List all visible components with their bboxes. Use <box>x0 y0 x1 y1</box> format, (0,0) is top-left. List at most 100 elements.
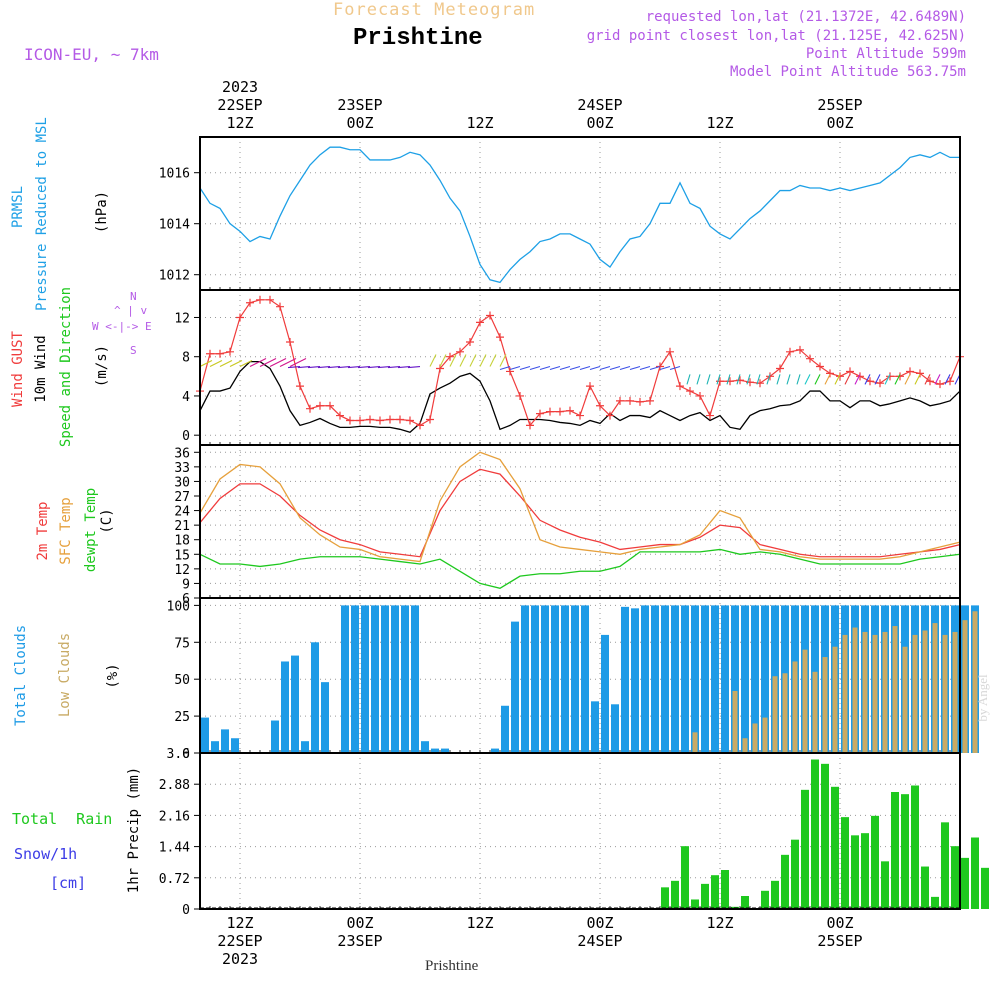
wind-arrow <box>239 360 253 368</box>
wind-arrow <box>469 354 477 367</box>
top-time-label: 00Z <box>586 114 613 132</box>
precip-bar <box>801 789 809 909</box>
wind-arrow <box>686 374 691 385</box>
snow-unit-label: [cm] <box>50 874 87 892</box>
gust-marker <box>916 369 924 378</box>
clouds-unit-label: (%) <box>105 663 121 689</box>
compass-s-label: S <box>130 344 137 357</box>
precip-bar <box>961 857 969 909</box>
total-cloud-bar <box>421 741 429 753</box>
footer-location: Prishtine <box>425 958 479 974</box>
wind-arrow <box>814 374 821 385</box>
wind-arrow <box>229 360 243 368</box>
total-cloud-bar <box>731 605 739 753</box>
wind-arrow <box>499 365 511 371</box>
low-cloud-bar <box>782 673 788 753</box>
y-tick-label: 21 <box>174 519 190 534</box>
precip-bar <box>931 896 939 909</box>
low-cloud-bar <box>882 631 888 753</box>
precip-bar <box>831 786 839 909</box>
low-cloud-bar <box>732 691 738 753</box>
total-cloud-bar <box>741 605 749 753</box>
gust-marker <box>926 377 934 386</box>
total-cloud-bar <box>321 682 329 753</box>
y-tick-label: 100 <box>167 599 190 614</box>
gust-marker <box>786 347 794 356</box>
wind-arrow <box>844 374 851 385</box>
precip-bar <box>941 822 949 909</box>
low-clouds-label: Low Clouds <box>57 632 73 718</box>
precip-bar <box>811 759 819 909</box>
total-cloud-bar <box>701 605 709 753</box>
bottom-time-label: 00Z <box>346 914 373 932</box>
y-tick-label: 8 <box>182 351 190 366</box>
gust-marker <box>696 391 704 400</box>
requested-coords: requested lon,lat (21.1372E, 42.6489N) <box>645 9 966 25</box>
y-tick-label: 9 <box>182 577 190 592</box>
precip-bar <box>901 794 909 909</box>
compass-we-label: W <-|-> E <box>92 320 152 333</box>
y-tick-label: 33 <box>174 461 190 476</box>
low-cloud-bar <box>792 661 798 753</box>
bottom-time-label: 12Z <box>466 914 493 932</box>
wind-arrow <box>669 365 681 371</box>
gust-marker <box>376 416 384 425</box>
total-cloud-bar <box>671 605 679 753</box>
gust-marker <box>406 416 414 425</box>
wind-speed-dir-label: Speed and Direction <box>58 286 74 448</box>
wind-arrow <box>549 365 561 371</box>
wind-arrow <box>924 374 931 385</box>
top-time-label: 00Z <box>826 114 853 132</box>
precip-bar <box>841 817 849 909</box>
wind-arrow <box>874 374 881 385</box>
wind-arrow <box>327 365 341 369</box>
precip-bar <box>871 815 879 909</box>
total-cloud-bar <box>341 605 349 753</box>
total-cloud-bar <box>531 605 539 753</box>
low-cloud-bar <box>832 646 838 753</box>
wind-arrow <box>589 365 601 371</box>
precip-bar <box>701 883 709 909</box>
wind-arrow <box>569 365 581 371</box>
y-tick-label: 15 <box>174 548 190 563</box>
gust-marker <box>616 396 624 405</box>
gust-marker <box>906 367 914 376</box>
wind-arrow <box>659 365 671 371</box>
wind-arrow <box>609 365 621 371</box>
gust-marker <box>446 352 454 361</box>
gust-marker <box>896 372 904 381</box>
wind-arrow <box>249 358 267 368</box>
wind-arrow <box>756 374 761 385</box>
wind-arrow <box>619 365 631 371</box>
gust-marker <box>216 349 224 358</box>
precip-bar <box>911 785 919 909</box>
wind-arrow <box>269 358 287 368</box>
wind-arrow <box>199 360 213 368</box>
gust-marker <box>396 415 404 424</box>
wind-arrow <box>397 365 411 369</box>
bottom-time-label: 2023 <box>222 950 258 968</box>
top-time-label: 24SEP <box>577 96 622 114</box>
y-tick-label: 2.16 <box>159 809 190 824</box>
total-cloud-bar <box>591 701 599 753</box>
gust-marker <box>576 411 584 420</box>
gust-marker <box>796 345 804 354</box>
gust-marker <box>806 354 814 363</box>
wind-arrow <box>726 374 731 385</box>
low-cloud-bar <box>912 634 918 753</box>
precip-bar <box>891 792 899 909</box>
precip-bar <box>771 880 779 909</box>
y-tick-label: 0.72 <box>159 872 190 887</box>
total-cloud-bar <box>681 605 689 753</box>
wind-arrow <box>307 365 321 369</box>
precip-bar <box>671 880 679 909</box>
bottom-time-label: 24SEP <box>577 932 622 950</box>
gust-marker <box>466 337 474 346</box>
gust-marker <box>536 409 544 418</box>
gust-marker <box>626 396 634 405</box>
precip-bar <box>951 846 959 909</box>
low-cloud-bar <box>742 738 748 753</box>
gust-marker <box>226 347 234 356</box>
wind-arrow <box>904 374 911 385</box>
total-cloud-bar <box>571 605 579 753</box>
